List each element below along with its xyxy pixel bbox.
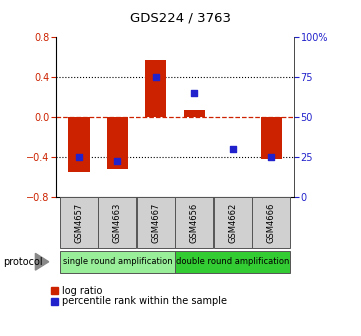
Bar — [69, 117, 90, 172]
FancyBboxPatch shape — [60, 251, 175, 273]
FancyBboxPatch shape — [175, 197, 213, 248]
Point — [191, 90, 197, 95]
Text: GSM4656: GSM4656 — [190, 203, 199, 243]
Text: double round amplification: double round amplification — [176, 257, 290, 266]
Point — [153, 74, 159, 80]
FancyBboxPatch shape — [60, 197, 98, 248]
Text: GSM4663: GSM4663 — [113, 202, 122, 243]
Point — [114, 159, 120, 164]
Bar — [145, 60, 166, 117]
FancyBboxPatch shape — [175, 251, 290, 273]
Text: GSM4657: GSM4657 — [74, 203, 83, 243]
Point — [230, 146, 236, 151]
Text: protocol: protocol — [4, 257, 43, 267]
Text: GDS224 / 3763: GDS224 / 3763 — [130, 12, 231, 25]
Text: GSM4666: GSM4666 — [267, 202, 276, 243]
Point — [268, 154, 274, 159]
FancyBboxPatch shape — [99, 197, 136, 248]
Bar — [261, 117, 282, 159]
FancyBboxPatch shape — [137, 197, 175, 248]
Polygon shape — [35, 253, 49, 270]
Text: GSM4662: GSM4662 — [228, 203, 237, 243]
Point — [76, 154, 82, 159]
Text: log ratio: log ratio — [62, 286, 103, 296]
Text: percentile rank within the sample: percentile rank within the sample — [62, 296, 227, 306]
Bar — [184, 110, 205, 117]
Text: single round amplification: single round amplification — [62, 257, 172, 266]
Bar — [107, 117, 128, 169]
FancyBboxPatch shape — [214, 197, 252, 248]
FancyBboxPatch shape — [252, 197, 290, 248]
Text: GSM4667: GSM4667 — [151, 202, 160, 243]
